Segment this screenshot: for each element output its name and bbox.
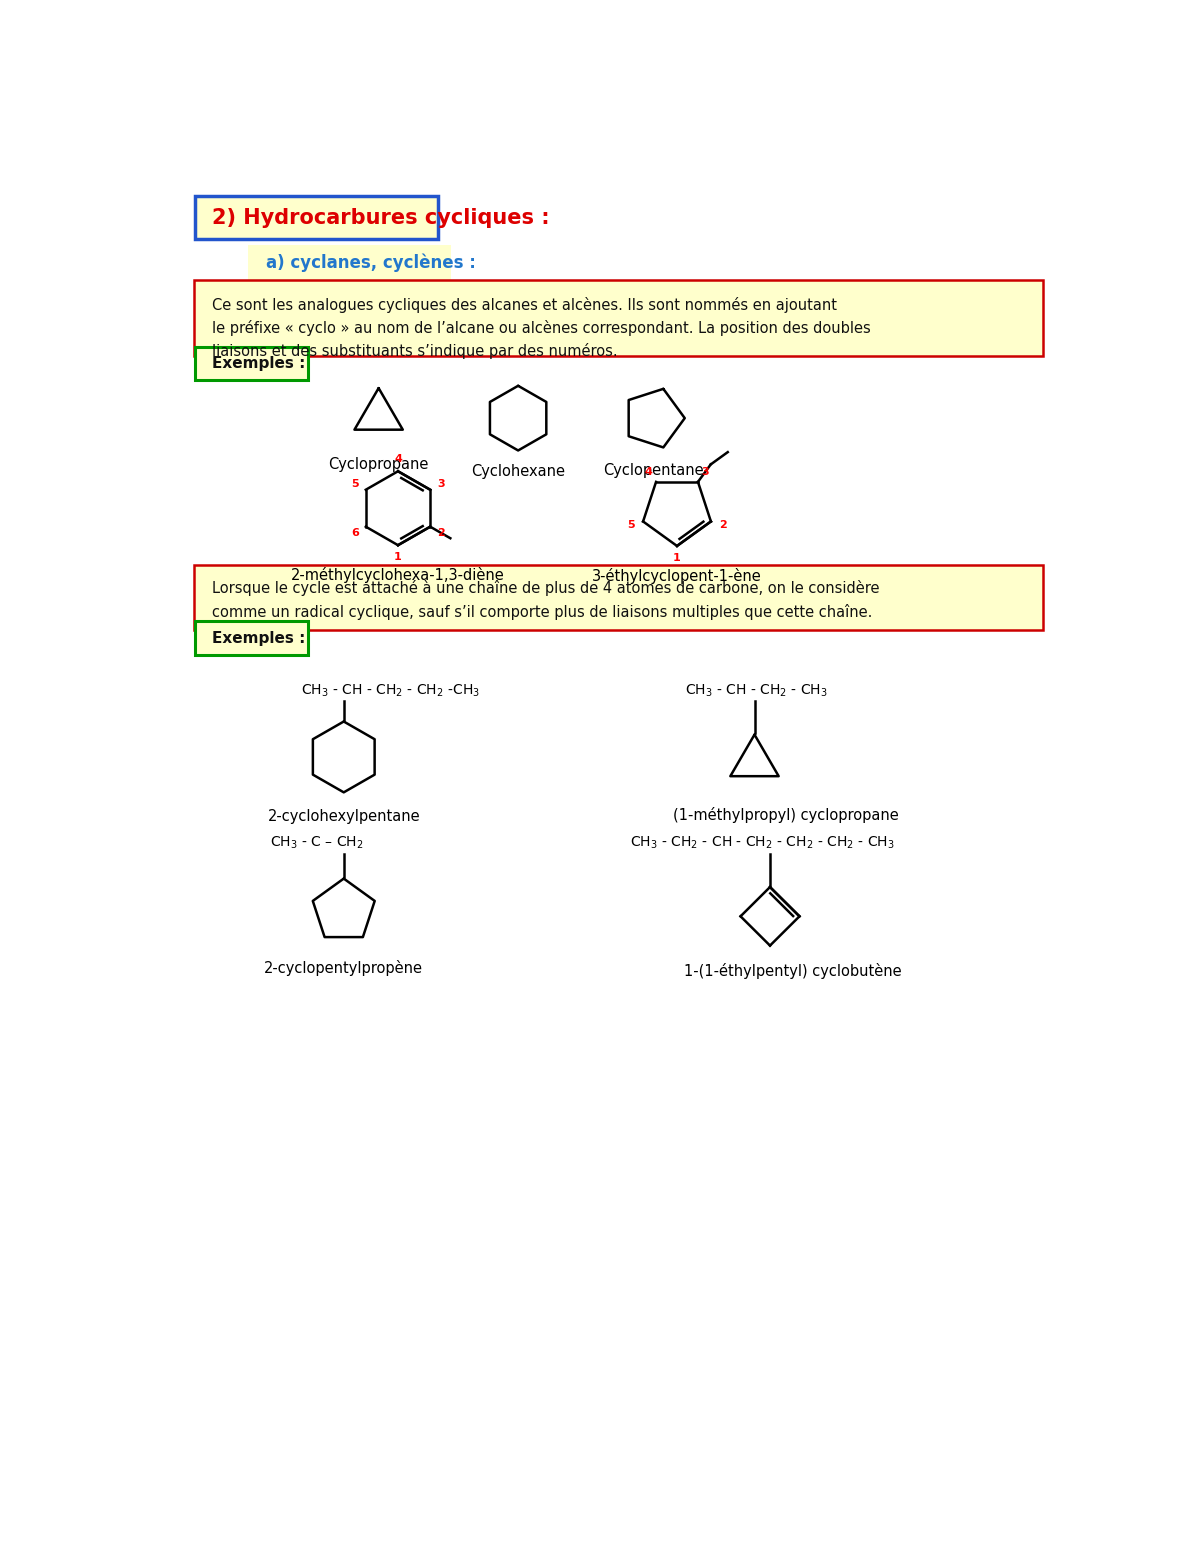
Text: Lorsque le cycle est attaché à une chaîne de plus de 4 atomes de carbone, on le : Lorsque le cycle est attaché à une chaîn… bbox=[212, 579, 880, 596]
Text: 1: 1 bbox=[394, 553, 402, 562]
Text: 5: 5 bbox=[628, 520, 635, 530]
Text: Ce sont les analogues cycliques des alcanes et alcènes. Ils sont nommés en ajout: Ce sont les analogues cycliques des alca… bbox=[212, 297, 838, 314]
Text: 3: 3 bbox=[437, 478, 445, 489]
Text: 2: 2 bbox=[719, 520, 726, 530]
Text: 5: 5 bbox=[352, 478, 359, 489]
Text: CH$_3$ - CH$_2$ - CH - CH$_2$ - CH$_2$ - CH$_2$ - CH$_3$: CH$_3$ - CH$_2$ - CH - CH$_2$ - CH$_2$ -… bbox=[630, 836, 895, 851]
Text: Exemples :: Exemples : bbox=[212, 631, 305, 646]
Text: 3-éthylcyclopent-1-ène: 3-éthylcyclopent-1-ène bbox=[592, 567, 762, 584]
Text: CH$_3$ - CH - CH$_2$ - CH$_3$: CH$_3$ - CH - CH$_2$ - CH$_3$ bbox=[685, 682, 828, 699]
Text: 6: 6 bbox=[352, 528, 359, 537]
Text: 1-(1-éthylpentyl) cyclobutène: 1-(1-éthylpentyl) cyclobutène bbox=[684, 963, 902, 978]
Text: le préfixe « cyclo » au nom de l’alcane ou alcènes correspondant. La position de: le préfixe « cyclo » au nom de l’alcane … bbox=[212, 320, 871, 337]
Text: (1-méthylpropyl) cyclopropane: (1-méthylpropyl) cyclopropane bbox=[673, 808, 899, 823]
FancyBboxPatch shape bbox=[247, 245, 451, 280]
FancyBboxPatch shape bbox=[194, 196, 438, 239]
Text: 2-cyclopentylpropène: 2-cyclopentylpropène bbox=[264, 960, 424, 977]
Text: 2) Hydrocarbures cycliques :: 2) Hydrocarbures cycliques : bbox=[212, 208, 550, 228]
FancyBboxPatch shape bbox=[194, 621, 308, 655]
Text: Cyclopentane: Cyclopentane bbox=[604, 463, 704, 478]
Text: comme un radical cyclique, sauf s’il comporte plus de liaisons multiples que cet: comme un radical cyclique, sauf s’il com… bbox=[212, 604, 872, 621]
Text: 3: 3 bbox=[702, 467, 709, 477]
Text: 2-méthylcyclohexa-1,3-diène: 2-méthylcyclohexa-1,3-diène bbox=[292, 567, 505, 582]
Text: Exemples :: Exemples : bbox=[212, 356, 305, 371]
Text: 1: 1 bbox=[673, 553, 680, 564]
Text: Cyclopropane: Cyclopropane bbox=[329, 458, 428, 472]
Text: CH$_3$ - CH - CH$_2$ - CH$_2$ -CH$_3$: CH$_3$ - CH - CH$_2$ - CH$_2$ -CH$_3$ bbox=[301, 682, 480, 699]
Text: 2: 2 bbox=[437, 528, 445, 537]
Text: 4: 4 bbox=[394, 453, 402, 464]
FancyBboxPatch shape bbox=[194, 280, 1043, 356]
FancyBboxPatch shape bbox=[194, 565, 1043, 631]
FancyBboxPatch shape bbox=[194, 346, 308, 380]
Text: CH$_3$ - C – CH$_2$: CH$_3$ - C – CH$_2$ bbox=[270, 836, 364, 851]
Text: Cyclohexane: Cyclohexane bbox=[472, 464, 565, 480]
Text: liaisons et des substituants s’indique par des numéros.: liaisons et des substituants s’indique p… bbox=[212, 343, 618, 359]
Text: 4: 4 bbox=[644, 467, 653, 477]
Text: a) cyclanes, cyclènes :: a) cyclanes, cyclènes : bbox=[266, 253, 476, 272]
Text: 2-cyclohexylpentane: 2-cyclohexylpentane bbox=[268, 809, 420, 825]
